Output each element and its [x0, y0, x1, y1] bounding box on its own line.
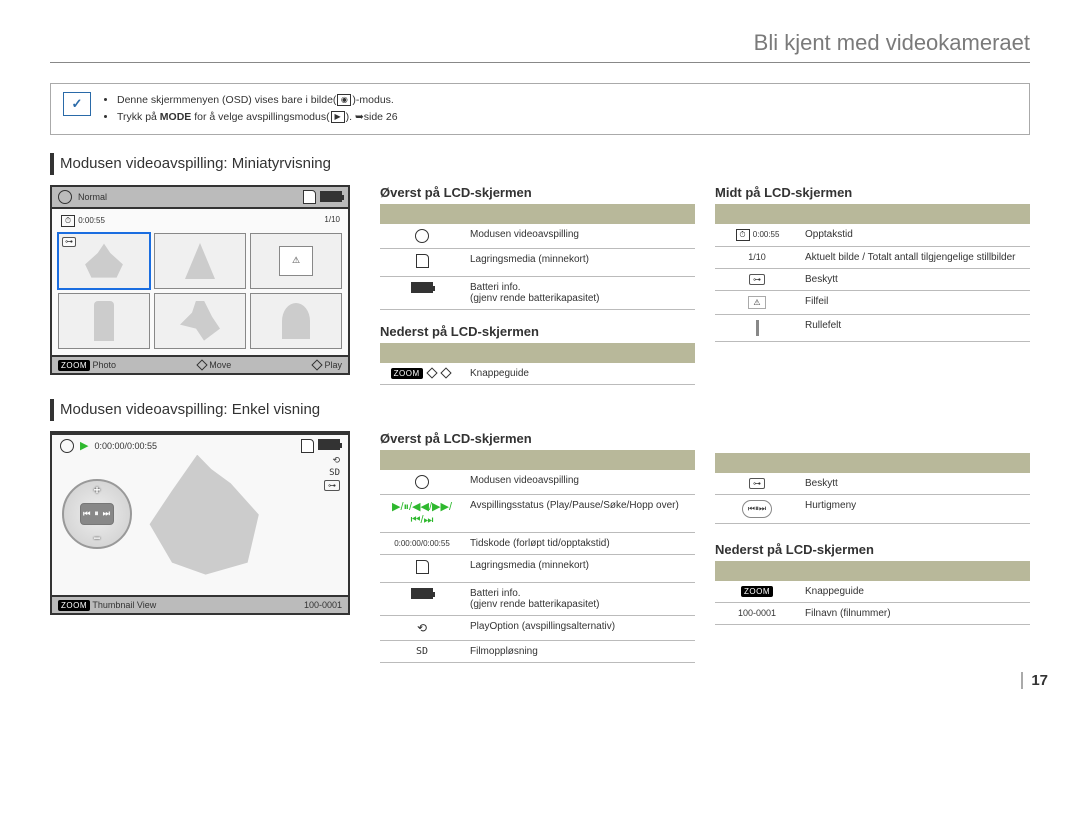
note-line-2: Trykk på MODE for å velge avspillingsmod… — [117, 109, 398, 126]
checkmark-icon: ✓ — [63, 92, 91, 116]
battery-icon — [411, 588, 433, 599]
zoom-icon: ZOOM — [58, 360, 90, 371]
zoom-icon: ZOOM — [741, 586, 773, 597]
sub-heading-bottom: Nederst på LCD-skjermen — [715, 542, 1030, 557]
zoom-icon: ZOOM — [58, 600, 90, 611]
chapter-title: Bli kjent med videokameraet — [50, 30, 1030, 63]
diamond-icon — [441, 367, 452, 378]
footer-move: Move — [209, 360, 231, 370]
lock-icon: ⊶ — [62, 237, 76, 247]
clock-icon: ⏱ — [736, 229, 750, 241]
sd-icon — [416, 560, 429, 574]
sub-heading-top: Øverst på LCD-skjermen — [380, 185, 695, 200]
footer-thumbnail-view: Thumbnail View — [92, 600, 156, 610]
lcd-normal-label: Normal — [78, 192, 107, 202]
osd-meaning: Opptakstid — [799, 224, 1030, 247]
battery-icon — [318, 439, 340, 450]
sub-heading-bottom: Nederst på LCD-skjermen — [380, 324, 695, 339]
scroll-icon — [756, 320, 759, 336]
warning-icon: ⚠ — [748, 296, 765, 309]
osd-table-top: Modusen videoavspilling Lagringsmedia (m… — [380, 204, 695, 310]
osd-meaning: Filfeil — [799, 290, 1030, 314]
thumbnail[interactable] — [154, 293, 246, 349]
sub-heading-mid: Midt på LCD-skjermen — [715, 185, 1030, 200]
skip-controls-icon: ⏮/⏭ — [411, 514, 434, 526]
osd-meaning: Filnavn (filnummer) — [799, 602, 1030, 624]
diamond-icon — [427, 367, 438, 378]
thumbnail[interactable] — [154, 233, 246, 289]
osd-meaning: Beskytt — [799, 268, 1030, 290]
sd-icon — [416, 254, 429, 268]
osd-meaning: Beskytt — [799, 473, 1030, 495]
osd-table-mid: ⏱ 0:00:55Opptakstid 1/10Aktuelt bilde / … — [715, 204, 1030, 342]
osd-meaning: Knappeguide — [464, 363, 695, 385]
quick-menu-icon: ⏮ ⏸ ⏭ — [80, 503, 114, 525]
osd-table-bottom: ZOOMKnappeguide 100-0001Filnavn (filnumm… — [715, 561, 1030, 625]
thumbnail[interactable] — [250, 293, 342, 349]
warning-icon: ⚠ — [279, 246, 313, 276]
play-circle-icon — [415, 229, 429, 243]
sd-icon — [301, 439, 314, 453]
footer-play: Play — [324, 360, 342, 370]
osd-meaning: Tidskode (forløpt tid/opptakstid) — [464, 532, 695, 554]
osd-table-top-right: ⊶ Beskytt ⏮⏸⏭ Hurtigmeny — [715, 453, 1030, 524]
osd-meaning: Hurtigmeny — [799, 494, 1030, 523]
lcd-single-view: ▶ 0:00:00/0:00:55 ⟲ SD ⊶ + ⏮ ⏸ ⏭ — [50, 431, 350, 615]
battery-icon — [411, 282, 433, 293]
osd-meaning: Avspillingsstatus (Play/Pause/Søke/Hopp … — [464, 494, 695, 532]
key-icon: ⊶ — [749, 274, 765, 285]
section2-heading: Modusen videoavspilling: Enkel visning — [50, 399, 1030, 421]
osd-meaning: Modusen videoavspilling — [464, 470, 695, 495]
play-circle-icon — [415, 475, 429, 489]
sub-heading-top: Øverst på LCD-skjermen — [380, 431, 695, 446]
lcd-time: ⏱ 0:00:55 — [60, 215, 105, 227]
osd-meaning: Knappeguide — [799, 581, 1030, 603]
section1-heading: Modusen videoavspilling: Miniatyrvisning — [50, 153, 1030, 175]
sd-icon — [303, 190, 316, 204]
lcd-counter: 1/10 — [324, 215, 340, 227]
play-circle-icon — [58, 190, 72, 204]
note-list: Denne skjermmenyen (OSD) vises bare i bi… — [103, 92, 398, 126]
quick-menu-wheel[interactable]: + ⏮ ⏸ ⏭ − — [62, 479, 132, 549]
osd-table-bottom: ZOOM Knappeguide — [380, 343, 695, 385]
minus-icon: − — [93, 531, 100, 545]
quickmenu-icon: ⏮⏸⏭ — [742, 500, 772, 518]
note-line-1: Denne skjermmenyen (OSD) vises bare i bi… — [117, 92, 398, 109]
osd-meaning: Lagringsmedia (minnekort) — [464, 248, 695, 276]
play-mode-icon: ▶ — [331, 111, 345, 123]
lcd-resolution: SD — [329, 468, 340, 478]
key-icon: ⊶ — [749, 478, 765, 489]
zoom-icon: ZOOM — [391, 368, 423, 379]
play-circle-icon — [60, 439, 74, 453]
lcd-thumbnail-view: Normal ⏱ 0:00:55 1/10 ⊶ ⚠ ZOOM Pho — [50, 185, 350, 375]
osd-meaning: Modusen videoavspilling — [464, 224, 695, 249]
page-number: 17 — [1021, 672, 1048, 689]
osd-table-top-left: Modusen videoavspilling ▶/⏸/◀◀/▶▶/⏮/⏭ Avs… — [380, 450, 695, 663]
footer-filename: 100-0001 — [304, 600, 342, 610]
battery-icon — [320, 191, 342, 202]
osd-meaning: Batteri info. (gjenv rende batterikapasi… — [464, 582, 695, 615]
image-mode-icon: ◉ — [337, 94, 351, 106]
play-controls-icon: ▶/⏸/◀◀/▶▶/ — [392, 501, 452, 513]
osd-meaning: Filmoppløsning — [464, 640, 695, 662]
footer-photo: Photo — [93, 360, 117, 370]
osd-meaning: Lagringsmedia (minnekort) — [464, 554, 695, 582]
osd-meaning: Batteri info. (gjenv rende batterikapasi… — [464, 276, 695, 309]
playoption-icon: ⟲ — [417, 621, 427, 635]
move-icon — [197, 360, 208, 371]
plus-icon: + — [93, 483, 100, 497]
play-indicator-icon: ▶ — [80, 439, 88, 452]
lcd-timecode: 0:00:00/0:00:55 — [94, 441, 157, 451]
thumbnail[interactable] — [58, 293, 150, 349]
play-icon — [312, 360, 323, 371]
resolution-icon: SD — [416, 646, 428, 657]
thumbnail[interactable]: ⚠ — [250, 233, 342, 289]
lcd-playopt-icon: ⟲ — [332, 455, 340, 466]
osd-meaning: Aktuelt bilde / Totalt antall tilgjengel… — [799, 246, 1030, 268]
key-icon: ⊶ — [324, 480, 340, 491]
thumbnail[interactable]: ⊶ — [58, 233, 150, 289]
osd-meaning: PlayOption (avspillingsalternativ) — [464, 615, 695, 640]
osd-meaning: Rullefelt — [799, 314, 1030, 341]
note-box: ✓ Denne skjermmenyen (OSD) vises bare i … — [50, 83, 1030, 135]
